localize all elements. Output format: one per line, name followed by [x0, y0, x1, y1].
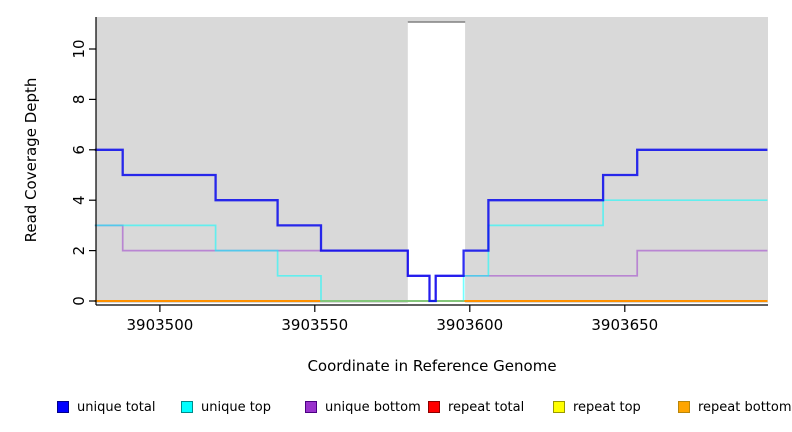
x-tick-label: 3903650	[591, 316, 658, 334]
legend-swatch-icon	[305, 401, 317, 413]
legend-item-repeat-top: repeat top	[553, 399, 641, 415]
y-tick-label: 0	[70, 296, 88, 306]
y-tick-label: 4	[70, 195, 88, 205]
y-axis-title: Read Coverage Depth	[22, 77, 40, 243]
legend-item-repeat-total: repeat total	[428, 399, 524, 415]
legend-label: repeat total	[448, 399, 525, 415]
legend-label: repeat bottom	[698, 399, 792, 415]
legend-swatch-icon	[428, 401, 440, 413]
legend-item-unique-total: unique total	[57, 399, 155, 415]
series-line-unique-top	[94, 199, 768, 302]
masked-region	[407, 22, 466, 303]
legend-item-repeat-bottom: repeat bottom	[678, 399, 792, 415]
legend-swatch-icon	[57, 401, 69, 413]
legend-label: unique total	[77, 399, 156, 415]
legend-item-unique-top: unique top	[181, 399, 271, 415]
legend-swatch-icon	[181, 401, 193, 413]
y-tick-label: 6	[70, 145, 88, 155]
legend-label: unique bottom	[325, 399, 421, 415]
x-tick-label: 3903550	[281, 316, 348, 334]
series-line-unique-total	[94, 148, 768, 303]
legend-label: repeat top	[573, 399, 641, 415]
legend-label: unique top	[201, 399, 272, 415]
y-tick-label: 8	[70, 95, 88, 105]
x-tick-label: 3903600	[436, 316, 503, 334]
legend-swatch-icon	[553, 401, 565, 413]
x-axis-title: Coordinate in Reference Genome	[307, 357, 557, 375]
y-tick-label: 10	[70, 39, 88, 58]
y-tick-label: 2	[70, 246, 88, 256]
x-tick-label: 3903500	[126, 316, 193, 334]
legend-swatch-icon	[678, 401, 690, 413]
chart-legend: unique total unique top unique bottom repea…	[0, 399, 792, 419]
legend-item-unique-bottom: unique bottom	[305, 399, 421, 415]
